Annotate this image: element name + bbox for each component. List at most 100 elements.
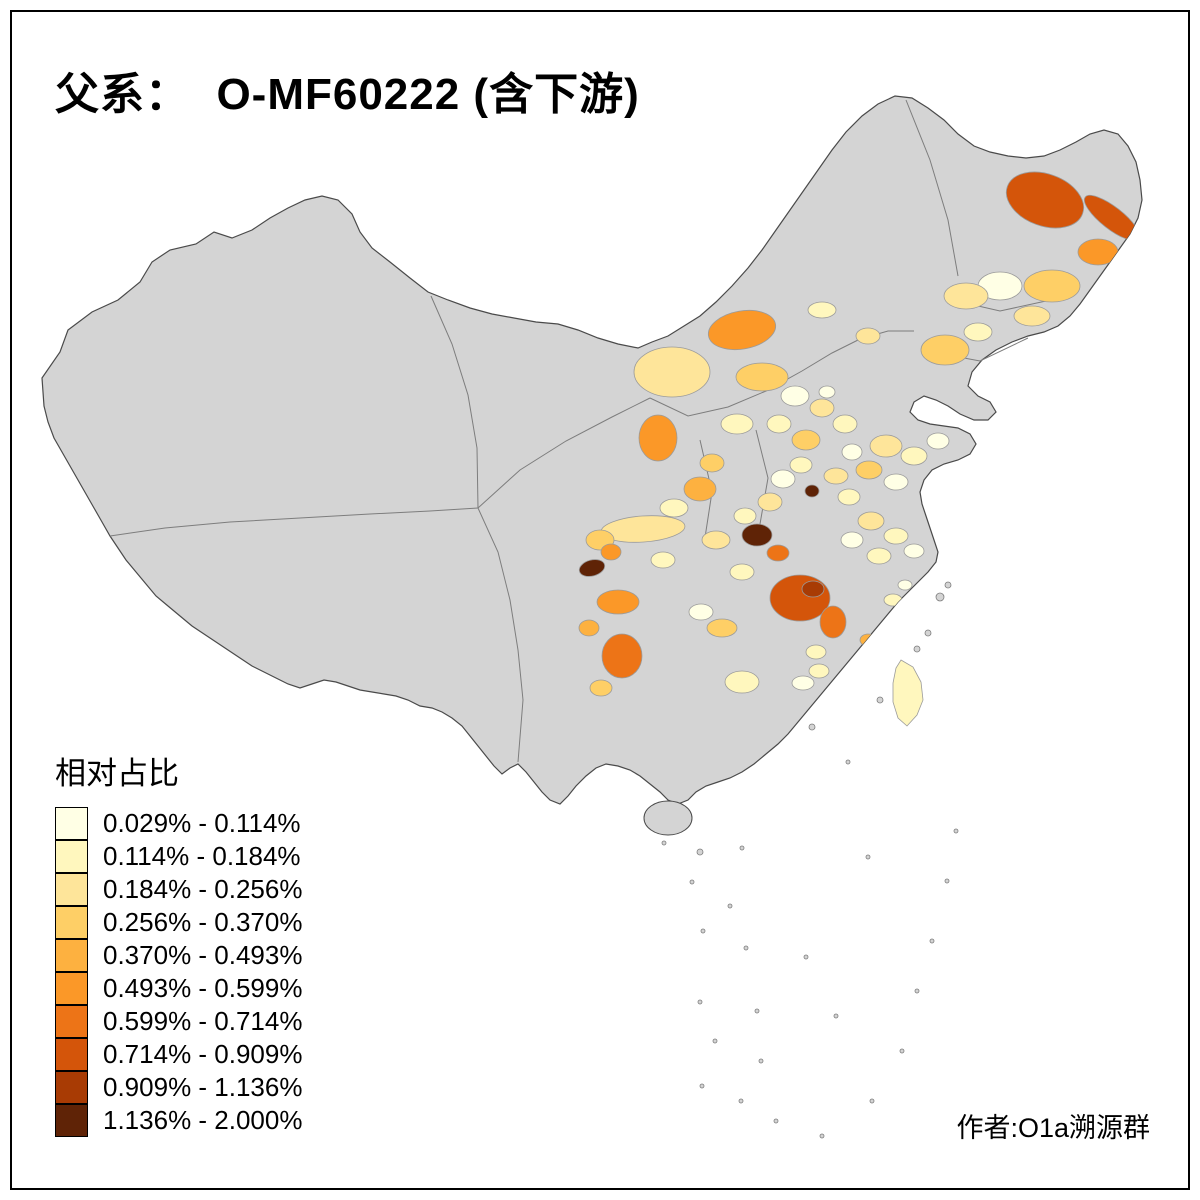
- island-speck: [865, 854, 871, 860]
- map-region: [780, 385, 810, 407]
- map-region: [596, 589, 640, 615]
- island-speck: [754, 1008, 760, 1014]
- legend-label: 0.184% - 0.256%: [103, 874, 303, 904]
- island-speck: [913, 645, 921, 653]
- map-region: [805, 644, 827, 660]
- map-region: [791, 429, 821, 451]
- island-speck: [845, 759, 851, 765]
- legend-swatch: [55, 1005, 88, 1038]
- legend-swatch: [55, 939, 88, 972]
- map-region: [866, 547, 892, 565]
- map-region: [766, 544, 790, 562]
- legend-label: 0.714% - 0.909%: [103, 1039, 303, 1069]
- legend-row: 0.114% - 0.184%: [55, 840, 302, 873]
- map-region: [855, 327, 881, 345]
- map-region: [869, 434, 903, 458]
- map-region: [720, 413, 754, 435]
- map-region: [701, 530, 731, 550]
- island-speck: [738, 1098, 744, 1104]
- legend-row: 0.909% - 1.136%: [55, 1071, 302, 1104]
- legend-row: 0.493% - 0.599%: [55, 972, 302, 1005]
- legend-swatch: [55, 1038, 88, 1071]
- legend-row: 0.029% - 0.114%: [55, 807, 302, 840]
- map-region: [729, 563, 755, 581]
- island-speck: [727, 903, 733, 909]
- taiwan-island: [892, 659, 924, 727]
- island-speck: [935, 592, 945, 602]
- map-region: [807, 301, 837, 319]
- map-region: [589, 679, 613, 697]
- map-region: [897, 579, 913, 591]
- map-region: [789, 456, 813, 474]
- legend-label: 0.029% - 0.114%: [103, 808, 301, 838]
- island-speck: [697, 999, 703, 1005]
- map-region: [818, 385, 836, 399]
- legend-row: 0.714% - 0.909%: [55, 1038, 302, 1071]
- map-region: [819, 605, 847, 639]
- map-region: [659, 498, 689, 518]
- island-speck: [689, 879, 695, 885]
- island-speck: [929, 938, 935, 944]
- map-region: [688, 603, 714, 621]
- island-speck: [773, 1118, 779, 1124]
- map-region: [770, 469, 796, 489]
- map-region: [766, 414, 792, 434]
- map-region: [883, 593, 903, 607]
- map-region: [699, 453, 725, 473]
- island-speck: [739, 845, 745, 851]
- map-region: [859, 633, 877, 647]
- island-speck: [808, 723, 816, 731]
- map-region: [926, 432, 950, 450]
- legend-row: 0.599% - 0.714%: [55, 1005, 302, 1038]
- legend-items: 0.029% - 0.114% 0.114% - 0.184% 0.184% - 0…: [55, 807, 302, 1137]
- island-speck: [924, 629, 932, 637]
- map-region: [809, 398, 835, 418]
- island-speck: [833, 1013, 839, 1019]
- legend-title: 相对占比: [55, 756, 179, 791]
- mainland-outline: [41, 95, 1143, 805]
- island-speck: [876, 696, 884, 704]
- map-region: [791, 675, 815, 691]
- island-speck: [743, 945, 749, 951]
- map-region: [1013, 305, 1051, 327]
- map-region: [633, 346, 711, 398]
- map-region: [638, 414, 678, 462]
- map-region: [837, 488, 861, 506]
- map-region: [733, 507, 757, 525]
- map-region: [857, 511, 885, 531]
- map-region: [883, 527, 909, 545]
- legend-row: 0.370% - 0.493%: [55, 939, 302, 972]
- legend-swatch: [55, 1071, 88, 1104]
- legend-swatch: [55, 807, 88, 840]
- legend-swatch: [55, 972, 88, 1005]
- legend-label: 0.909% - 1.136%: [103, 1072, 303, 1102]
- legend-swatch: [55, 906, 88, 939]
- map-region: [883, 473, 909, 491]
- legend-label: 0.256% - 0.370%: [103, 907, 303, 937]
- legend-row: 1.136% - 2.000%: [55, 1104, 302, 1137]
- map-region: [735, 362, 789, 392]
- map-region: [840, 531, 864, 549]
- legend-label: 0.493% - 0.599%: [103, 973, 303, 1003]
- map-region: [757, 492, 783, 512]
- map-region: [823, 467, 849, 485]
- legend: 相对占比 0.029% - 0.114% 0.114% - 0.184% 0.184…: [55, 748, 302, 1137]
- island-speck: [914, 988, 920, 994]
- map-region: [943, 282, 989, 310]
- map-region: [578, 559, 606, 577]
- map-region: [963, 322, 993, 342]
- island-speck: [899, 1048, 905, 1054]
- island-speck: [696, 848, 704, 856]
- map-region: [650, 551, 676, 569]
- map-region: [903, 543, 925, 559]
- map-region: [741, 523, 773, 547]
- legend-swatch: [55, 840, 88, 873]
- map-region: [900, 446, 928, 466]
- island-speck: [712, 1038, 718, 1044]
- hainan-island: [643, 800, 693, 836]
- map-region: [1023, 269, 1081, 303]
- island-speck: [944, 581, 952, 589]
- map-region: [801, 580, 825, 598]
- island-speck: [758, 1058, 764, 1064]
